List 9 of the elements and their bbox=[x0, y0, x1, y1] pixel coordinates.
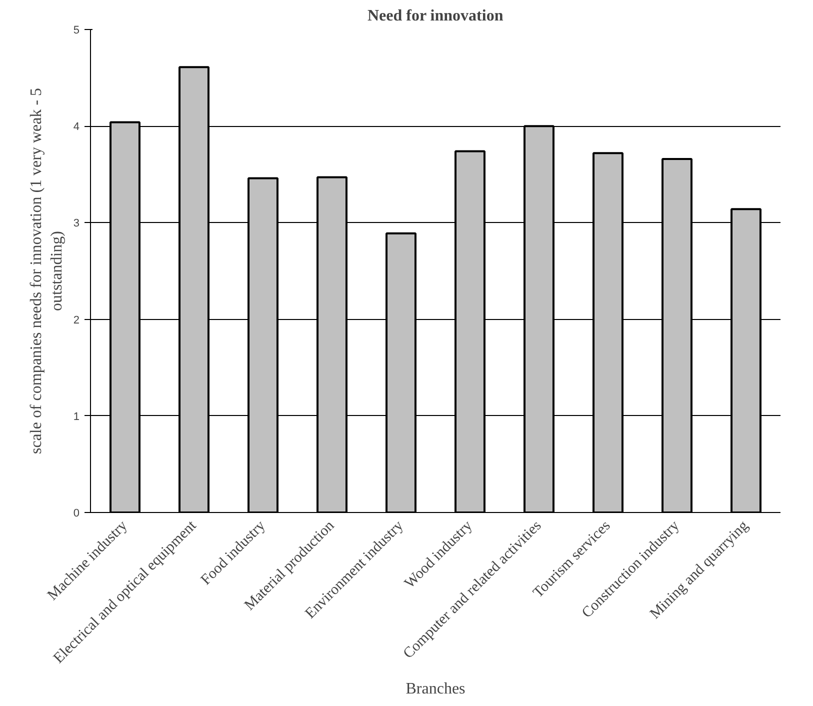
x-axis-title: Branches bbox=[406, 680, 466, 698]
y-axis-title: scale of companies needs for innovation (1 very weak - 5 outstanding) bbox=[28, 88, 66, 454]
y-tick-label: 1 bbox=[73, 410, 80, 423]
y-tick-label: 0 bbox=[73, 508, 80, 520]
chart-title: Need for innovation bbox=[368, 8, 504, 24]
y-tick-label: 4 bbox=[73, 121, 80, 134]
y-tick-label: 3 bbox=[73, 218, 80, 230]
y-tick-label: 2 bbox=[73, 314, 80, 326]
y-tick-label: 5 bbox=[73, 24, 80, 36]
